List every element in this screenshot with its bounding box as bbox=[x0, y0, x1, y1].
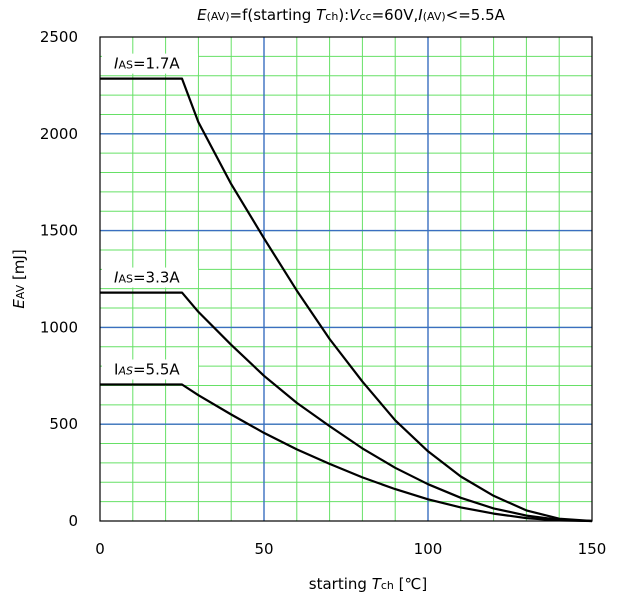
y-tick-label: 1000 bbox=[40, 318, 78, 336]
series-label-3: IAS=5.5A bbox=[114, 361, 180, 379]
title-eq60: =60V, bbox=[372, 6, 419, 24]
xlabel-unit: [℃] bbox=[394, 575, 427, 593]
title-av: (AV) bbox=[207, 10, 230, 23]
title-e: E bbox=[197, 6, 207, 24]
series-label-i: I bbox=[114, 55, 119, 73]
y-axis-label: EAV [mJ] bbox=[10, 249, 28, 308]
title-ch: ch bbox=[325, 10, 338, 23]
x-tick-label: 150 bbox=[578, 540, 607, 558]
major-grid bbox=[100, 37, 592, 521]
title-av2: (AV) bbox=[423, 10, 446, 23]
plot-frame bbox=[99, 36, 593, 522]
x-axis-label: starting Tch [℃] bbox=[309, 575, 427, 593]
series-lines bbox=[100, 77, 593, 523]
series-label-bg bbox=[102, 267, 198, 288]
series-label-value: =1.7A bbox=[133, 55, 180, 73]
series-line-1 bbox=[100, 77, 593, 523]
ylabel-e: E bbox=[10, 299, 28, 309]
series-label-bg bbox=[102, 53, 198, 74]
title-tail: <=5.5A bbox=[446, 6, 506, 24]
y-tick-label: 0 bbox=[68, 512, 78, 530]
series-line-2 bbox=[100, 291, 593, 523]
title-v: V bbox=[349, 6, 361, 24]
minor-grid bbox=[100, 37, 592, 521]
x-tick-label: 50 bbox=[254, 540, 273, 558]
series-label-sub: AS bbox=[117, 365, 133, 378]
x-tick-labels: 0 50 100 150 bbox=[95, 540, 606, 558]
series-line-3 bbox=[100, 383, 593, 523]
title-close: ): bbox=[338, 6, 349, 24]
y-tick-label: 2000 bbox=[40, 125, 78, 143]
title-cc: cc bbox=[359, 10, 371, 23]
xlabel-ch: ch bbox=[381, 579, 394, 592]
y-tick-label: 1500 bbox=[40, 222, 78, 240]
y-tick-labels: 0 500 1000 1500 2000 2500 bbox=[40, 28, 78, 530]
series-label-sub: AS bbox=[118, 273, 133, 286]
series-label-1: IAS=1.7A bbox=[114, 55, 180, 73]
x-tick-label: 0 bbox=[95, 540, 105, 558]
series-label-sub: AS bbox=[118, 59, 133, 72]
chart-title: E(AV)=f(starting Tch):Vcc=60V,I(AV)<=5.5… bbox=[197, 6, 506, 24]
series-label-bg bbox=[102, 359, 198, 380]
y-tick-label: 2500 bbox=[40, 28, 78, 46]
series-label-2: IAS=3.3A bbox=[114, 269, 180, 287]
title-mid: =f(starting bbox=[230, 6, 317, 24]
xlabel-t: T bbox=[372, 575, 383, 593]
series-label-i: I bbox=[114, 269, 119, 287]
xlabel-pre: starting bbox=[309, 575, 372, 593]
title-t: T bbox=[316, 6, 327, 24]
ylabel-unit: [mJ] bbox=[10, 249, 28, 285]
series-label-value: =5.5A bbox=[133, 361, 180, 379]
title-i: I bbox=[418, 6, 423, 24]
x-tick-label: 100 bbox=[414, 540, 443, 558]
series-label-i: I bbox=[114, 361, 118, 379]
ylabel-av: AV bbox=[14, 284, 27, 299]
y-tick-label: 500 bbox=[49, 415, 78, 433]
series-label-value: =3.3A bbox=[133, 269, 180, 287]
